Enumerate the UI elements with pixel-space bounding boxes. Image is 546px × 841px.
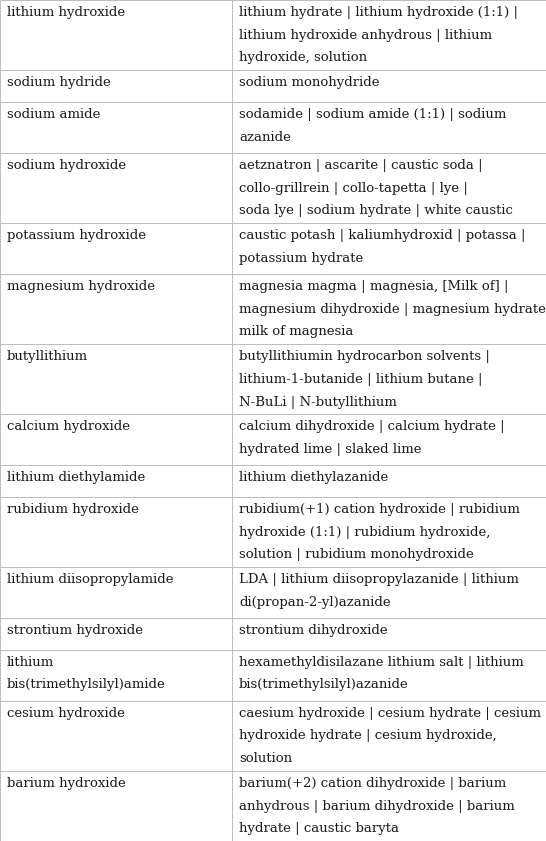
Text: hexamethyldisilazane lithium salt | lithium
bis(trimethylsilyl)azanide: hexamethyldisilazane lithium salt | lith…	[239, 656, 524, 691]
Text: aetznatron | ascarite | caustic soda |
collo-grillrein | collo-tapetta | lye |
s: aetznatron | ascarite | caustic soda | c…	[239, 159, 513, 217]
Text: barium hydroxide: barium hydroxide	[7, 777, 126, 790]
Text: lithium hydroxide: lithium hydroxide	[7, 6, 125, 19]
Text: lithium hydrate | lithium hydroxide (1:1) |
lithium hydroxide anhydrous | lithiu: lithium hydrate | lithium hydroxide (1:1…	[239, 6, 518, 65]
Text: magnesium hydroxide: magnesium hydroxide	[7, 280, 155, 293]
Text: sodamide | sodium amide (1:1) | sodium
azanide: sodamide | sodium amide (1:1) | sodium a…	[239, 108, 507, 144]
Text: rubidium(+1) cation hydroxide | rubidium
hydroxide (1:1) | rubidium hydroxide,
s: rubidium(+1) cation hydroxide | rubidium…	[239, 503, 520, 561]
Text: barium(+2) cation dihydroxide | barium
anhydrous | barium dihydroxide | barium
h: barium(+2) cation dihydroxide | barium a…	[239, 777, 515, 835]
Text: magnesia magma | magnesia, [Milk of] |
magnesium dihydroxide | magnesium hydrate: magnesia magma | magnesia, [Milk of] | m…	[239, 280, 546, 338]
Text: cesium hydroxide: cesium hydroxide	[7, 706, 125, 720]
Text: lithium diisopropylamide: lithium diisopropylamide	[7, 573, 174, 586]
Text: caustic potash | kaliumhydroxid | potassa |
potassium hydrate: caustic potash | kaliumhydroxid | potass…	[239, 229, 526, 265]
Text: lithium
bis(trimethylsilyl)amide: lithium bis(trimethylsilyl)amide	[7, 656, 166, 691]
Text: potassium hydroxide: potassium hydroxide	[7, 229, 146, 242]
Text: sodium monohydride: sodium monohydride	[239, 77, 379, 89]
Text: sodium amide: sodium amide	[7, 108, 100, 121]
Text: rubidium hydroxide: rubidium hydroxide	[7, 503, 139, 516]
Text: strontium dihydroxide: strontium dihydroxide	[239, 624, 388, 637]
Text: lithium diethylazanide: lithium diethylazanide	[239, 471, 388, 484]
Text: butyllithium: butyllithium	[7, 350, 88, 363]
Text: caesium hydroxide | cesium hydrate | cesium
hydroxide hydrate | cesium hydroxide: caesium hydroxide | cesium hydrate | ces…	[239, 706, 541, 765]
Text: sodium hydroxide: sodium hydroxide	[7, 159, 126, 172]
Text: calcium hydroxide: calcium hydroxide	[7, 420, 130, 433]
Text: butyllithiumin hydrocarbon solvents |
lithium-1-butanide | lithium butane |
N-Bu: butyllithiumin hydrocarbon solvents | li…	[239, 350, 490, 409]
Text: LDA | lithium diisopropylazanide | lithium
di(propan-2-yl)azanide: LDA | lithium diisopropylazanide | lithi…	[239, 573, 519, 609]
Text: strontium hydroxide: strontium hydroxide	[7, 624, 143, 637]
Text: calcium dihydroxide | calcium hydrate |
hydrated lime | slaked lime: calcium dihydroxide | calcium hydrate | …	[239, 420, 505, 456]
Text: sodium hydride: sodium hydride	[7, 77, 111, 89]
Text: lithium diethylamide: lithium diethylamide	[7, 471, 145, 484]
